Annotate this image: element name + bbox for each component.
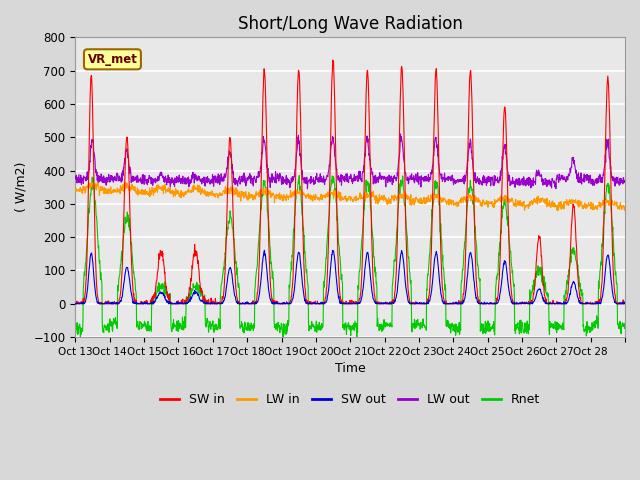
X-axis label: Time: Time [335,362,365,375]
Legend: SW in, LW in, SW out, LW out, Rnet: SW in, LW in, SW out, LW out, Rnet [156,388,545,411]
Y-axis label: ( W/m2): ( W/m2) [15,162,28,213]
Text: VR_met: VR_met [88,53,138,66]
Title: Short/Long Wave Radiation: Short/Long Wave Radiation [238,15,463,33]
